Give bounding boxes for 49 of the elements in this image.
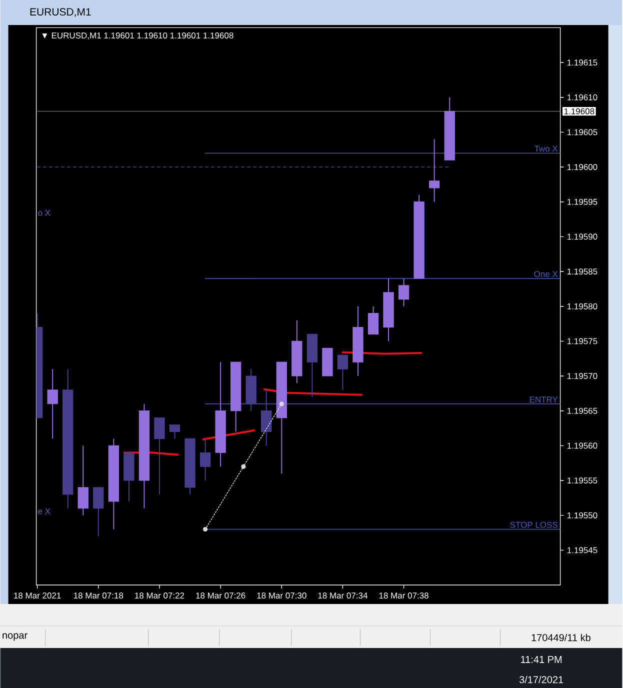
candlestick xyxy=(261,389,272,446)
x-tick-label: 18 Mar 07:22 xyxy=(135,592,184,599)
candlestick xyxy=(93,486,104,537)
point xyxy=(241,464,246,469)
y-tick-label: 1.19545 xyxy=(568,547,598,554)
y-tick-label: 1.19585 xyxy=(568,268,598,275)
x-tick-label: 18 Mar 07:38 xyxy=(380,592,429,599)
text: nopar xyxy=(2,633,28,641)
candlestick xyxy=(78,445,89,516)
y-tick-label: 1.19590 xyxy=(568,234,598,240)
x-tick-label: 18 Mar 2021 xyxy=(14,592,61,599)
y-tick-label: 1.19610 xyxy=(568,94,598,100)
text: 170449/11 kb xyxy=(532,634,591,642)
y-tick-label: 1.19605 xyxy=(568,129,598,136)
x-tick-label: 18 Mar 07:26 xyxy=(196,592,246,599)
point xyxy=(203,526,208,532)
y-tick-label: 1.19600 xyxy=(568,164,598,170)
candlestick xyxy=(338,354,348,390)
candlestick xyxy=(398,278,410,307)
candlestick xyxy=(200,438,211,481)
y-tick-label: 1.19560 xyxy=(568,442,598,449)
y-tick-label: 1.19565 xyxy=(568,408,598,414)
series-label: ENTRY xyxy=(530,396,558,402)
y-tick-label: 1.19555 xyxy=(568,478,598,484)
candlestick xyxy=(429,138,440,202)
y-tick-label: 1.19575 xyxy=(568,338,598,344)
chart-subtitle: ▼ EURUSD,M1 1.19601 1.19610 1.19601 1.19608 xyxy=(42,32,234,40)
x-tick-label: 18 Mar 07:18 xyxy=(74,592,124,599)
x-tick-label: 18 Mar 07:30 xyxy=(257,592,307,599)
y-tick-label: 1.19580 xyxy=(568,303,598,310)
y-tick-label: 1.19595 xyxy=(568,198,598,205)
series-label: Two X xyxy=(534,146,558,152)
annotation: e X xyxy=(38,508,51,514)
annotation: o X xyxy=(38,210,51,216)
candlestick xyxy=(47,368,58,440)
series-label: One X xyxy=(534,271,558,278)
series-label: STOP LOSS xyxy=(510,522,558,528)
ref-line-label: 1.19608 xyxy=(564,108,594,114)
candlestick xyxy=(154,417,166,495)
chart-title: EURUSD,M1 xyxy=(30,8,92,17)
x-tick-label: 18 Mar 07:34 xyxy=(318,592,368,599)
text: 11:41 PM xyxy=(521,656,562,663)
point xyxy=(280,402,284,406)
candlestick xyxy=(368,306,379,335)
y-tick-label: 1.19615 xyxy=(568,60,598,66)
candlestick xyxy=(170,424,180,440)
y-tick-label: 1.19550 xyxy=(568,512,598,518)
text: 3/17/2021 xyxy=(520,676,564,684)
y-tick-label: 1.19570 xyxy=(568,373,598,380)
